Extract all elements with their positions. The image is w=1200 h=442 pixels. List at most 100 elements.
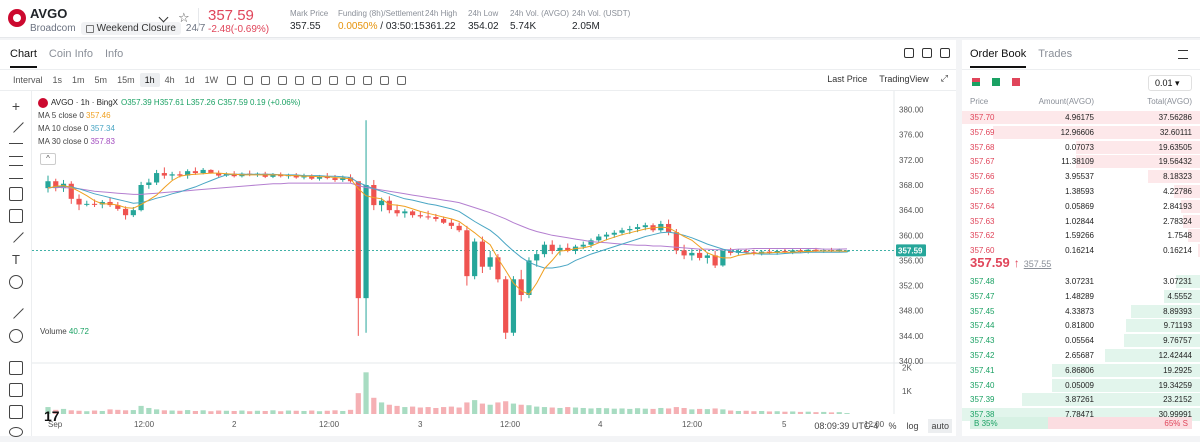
interval-1h[interactable]: 1h xyxy=(139,73,160,87)
ask-row[interactable]: 357.63 1.02844 2.78324 xyxy=(962,214,1200,228)
percent-toggle[interactable]: % xyxy=(888,420,897,431)
magnet-icon[interactable] xyxy=(9,361,23,375)
stat-value: 361.22 xyxy=(425,21,456,32)
tradingview-logo[interactable]: 17 xyxy=(44,408,60,424)
bid-row[interactable]: 357.43 0.05564 9.76757 xyxy=(962,333,1200,348)
interval-5m[interactable]: 5m xyxy=(94,75,108,85)
collapse-legend-button[interactable]: ^ xyxy=(40,153,56,165)
edit-icon[interactable] xyxy=(295,75,305,85)
bid-row[interactable]: 357.44 0.81800 9.71193 xyxy=(962,318,1200,333)
bid-row[interactable]: 357.42 2.65687 12.42444 xyxy=(962,348,1200,362)
volume-bar xyxy=(247,411,253,414)
tab-order-book[interactable]: Order Book xyxy=(970,48,1027,68)
ruler-icon[interactable] xyxy=(8,303,24,319)
volume-bar xyxy=(588,408,594,414)
both-sides-icon[interactable] xyxy=(972,78,980,86)
reset-icon[interactable] xyxy=(380,75,390,85)
pattern-icon[interactable] xyxy=(9,187,23,201)
ask-row[interactable]: 357.66 3.95537 8.18323 xyxy=(962,169,1200,184)
volume-bar xyxy=(487,404,493,414)
settings-icon[interactable] xyxy=(346,75,356,85)
screenshot-icon[interactable] xyxy=(922,48,932,58)
bids-only-icon[interactable] xyxy=(992,78,1000,86)
interval-1w[interactable]: 1W xyxy=(204,75,219,85)
stat-funding: Funding (8h)/Settlement 0.0050% / 03:50:1… xyxy=(338,9,425,32)
ask-row[interactable]: 357.68 0.07073 19.63505 xyxy=(962,140,1200,154)
channel-icon[interactable] xyxy=(9,165,23,179)
fullscreen-icon[interactable] xyxy=(940,48,950,58)
settings-sliders-icon[interactable] xyxy=(1178,50,1188,59)
ask-row[interactable]: 357.60 0.16214 0.16214 xyxy=(962,243,1200,258)
emoji-icon[interactable] xyxy=(9,275,23,289)
last-price-select[interactable]: Last Price xyxy=(827,73,868,84)
depth-bar xyxy=(1076,140,1200,154)
bid-row[interactable]: 357.48 3.07231 3.07231 xyxy=(962,274,1200,288)
chevron-down-icon[interactable] xyxy=(227,75,237,85)
bid-row[interactable]: 357.41 6.86806 19.2925 xyxy=(962,363,1200,377)
candle-body xyxy=(433,217,439,219)
tab-info[interactable]: Info xyxy=(104,48,124,60)
interval-1s[interactable]: 1s xyxy=(52,75,63,85)
ask-row[interactable]: 357.62 1.59266 1.7548 xyxy=(962,228,1200,243)
bid-row[interactable]: 357.40 0.05009 19.34259 xyxy=(962,378,1200,392)
candle-body xyxy=(146,182,152,185)
log-toggle[interactable]: log xyxy=(906,420,919,431)
interval-1m[interactable]: 1m xyxy=(72,75,85,85)
brush-icon[interactable] xyxy=(8,227,24,243)
bid-row[interactable]: 357.39 3.87261 23.2152 xyxy=(962,392,1200,407)
tradingview-select[interactable]: TradingView xyxy=(879,73,929,84)
sell-ratio-bar xyxy=(1047,417,1192,429)
horizontal-lines-icon[interactable] xyxy=(9,143,23,157)
buy-ratio-bar xyxy=(970,417,1048,429)
ask-row[interactable]: 357.64 0.05869 2.84193 xyxy=(962,199,1200,213)
depth-bar xyxy=(1123,334,1200,348)
tab-chart[interactable]: Chart xyxy=(10,48,37,68)
ask-row[interactable]: 357.69 12.96606 32.60111 xyxy=(962,125,1200,139)
pencil-lock-icon[interactable] xyxy=(9,383,23,397)
mark-price-value[interactable]: 357.55 xyxy=(1023,259,1052,269)
interval-15m[interactable]: 15m xyxy=(117,75,135,85)
asks-only-icon[interactable] xyxy=(1012,78,1020,86)
volume-bar xyxy=(580,407,586,414)
indicators-icon[interactable] xyxy=(261,75,271,85)
interval-4h[interactable]: 4h xyxy=(164,75,175,85)
volume-bar xyxy=(254,410,261,414)
add-icon[interactable] xyxy=(397,75,407,85)
volume-bar xyxy=(751,411,757,414)
expand-icon[interactable]: ⤢ xyxy=(940,73,948,83)
symbol-name[interactable]: AVGO xyxy=(30,6,68,21)
compare-icon[interactable] xyxy=(278,75,288,85)
divider xyxy=(0,90,956,91)
volume-bar xyxy=(603,408,610,414)
eye-icon[interactable] xyxy=(9,427,23,437)
bid-row[interactable]: 357.47 1.48289 4.5552 xyxy=(962,289,1200,303)
candle-type-icon[interactable] xyxy=(244,75,254,85)
precision-select[interactable]: 0.01 ▾ xyxy=(1148,75,1192,91)
favorite-star-icon[interactable]: ☆ xyxy=(178,10,190,25)
price-tick-label: 352.00 xyxy=(899,282,924,291)
volume-bar xyxy=(774,411,780,414)
bid-row[interactable]: 357.45 4.33873 8.89393 xyxy=(962,304,1200,318)
tab-trades[interactable]: Trades xyxy=(1038,48,1073,60)
auto-toggle[interactable]: auto xyxy=(928,418,952,433)
measure-icon[interactable] xyxy=(9,209,23,223)
gear-icon[interactable] xyxy=(363,75,373,85)
volume-bar xyxy=(479,403,486,414)
camera-icon[interactable] xyxy=(329,75,339,85)
text-tool-icon[interactable]: T xyxy=(12,252,20,267)
lock-drawings-icon[interactable] xyxy=(9,405,23,419)
tab-coin-info[interactable]: Coin Info xyxy=(48,48,93,60)
ask-row[interactable]: 357.67 11.38109 19.56432 xyxy=(962,154,1200,169)
depth-bar xyxy=(1164,289,1200,303)
lock-icon[interactable] xyxy=(904,48,914,58)
ask-row[interactable]: 357.70 4.96175 37.56286 xyxy=(962,110,1200,124)
price-chart[interactable]: 380.00 376.00 372.00 368.00 364.00 360.00 356.… xyxy=(32,91,956,415)
interval-1d[interactable]: 1d xyxy=(184,75,195,85)
ask-row[interactable]: 357.65 1.38593 4.22786 xyxy=(962,184,1200,198)
zoom-in-icon[interactable] xyxy=(9,329,23,343)
trendline-icon[interactable] xyxy=(8,117,24,133)
crosshair-icon[interactable]: + xyxy=(11,98,21,114)
layout-icon[interactable] xyxy=(312,75,322,85)
bid-price: 357.43 xyxy=(970,336,995,346)
chevron-down-icon[interactable] xyxy=(158,12,169,23)
